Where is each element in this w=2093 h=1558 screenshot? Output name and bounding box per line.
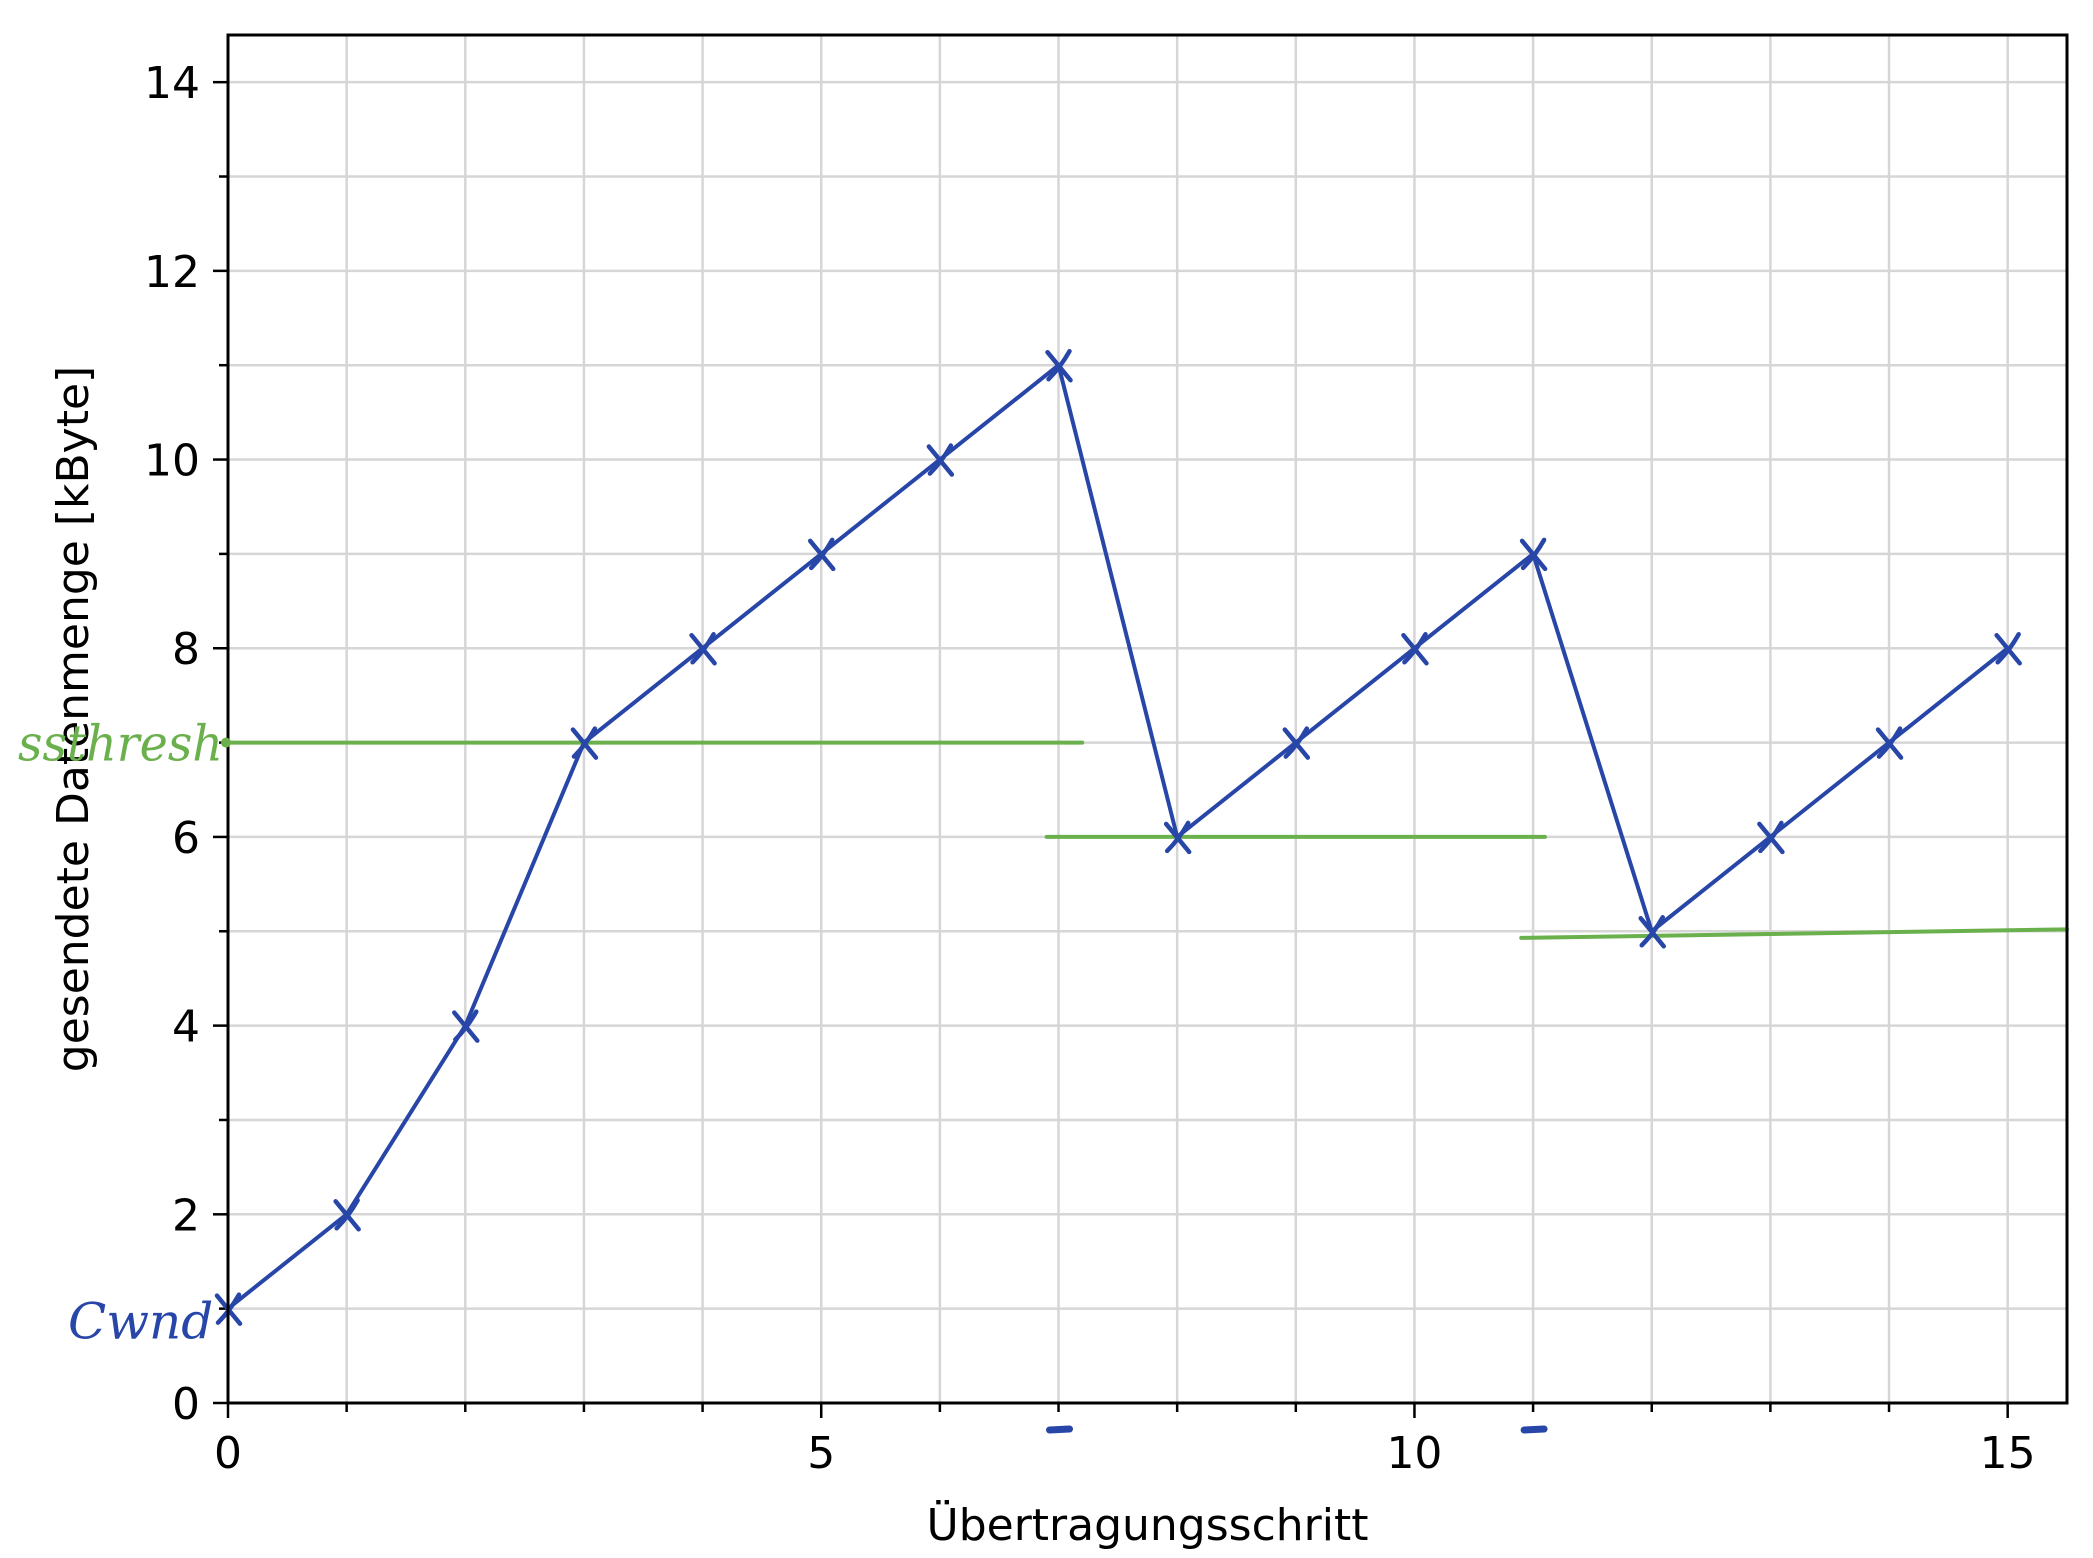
x-axis-mark [1046, 1425, 1074, 1434]
y-tick-label: 10 [144, 436, 200, 487]
data-point-marker [452, 1009, 480, 1043]
series-cwnd [226, 363, 2009, 1311]
marker-stroke [1758, 820, 1784, 854]
data-point-marker [1638, 915, 1666, 949]
data-point-marker [926, 443, 955, 477]
data-point-marker [689, 631, 717, 666]
marker-stroke [453, 1009, 479, 1042]
data-point-marker [807, 537, 836, 572]
marker-stroke [690, 631, 716, 665]
x-axis-label: Übertragungsschritt [927, 1499, 1369, 1551]
axis-ticks: 0 5 10 15 0 2 4 6 8 10 12 14 [144, 58, 2036, 1479]
x-tick-label: 5 [807, 1428, 835, 1479]
marker-stroke [1046, 348, 1072, 382]
data-point-marker [1875, 726, 1904, 760]
x-axis-marks [1046, 1425, 1548, 1434]
y-tick-label: 14 [144, 58, 200, 109]
y-axis-label: gesendete Datenmenge [kByte] [48, 366, 99, 1072]
data-point-marker [1045, 348, 1073, 383]
y-tick-label: 8 [172, 624, 200, 675]
plot-frame [226, 33, 2069, 1405]
marker-stroke [808, 537, 835, 571]
marker-stroke [571, 726, 598, 759]
x-tick-label: 10 [1386, 1428, 1442, 1479]
data-point-marker [1757, 820, 1785, 855]
data-markers [214, 348, 2022, 1326]
x-axis-mark [1520, 1425, 1548, 1434]
annotation-cwnd: Cwnd [68, 1293, 213, 1351]
data-point-marker [1282, 726, 1311, 760]
data-point-marker [1519, 537, 1548, 572]
y-tick-label: 2 [172, 1190, 200, 1241]
y-tick-label: 12 [144, 247, 200, 298]
marker-stroke [927, 443, 954, 476]
y-tick-label: 4 [172, 1002, 200, 1053]
marker-stroke [1520, 537, 1547, 571]
data-point-marker [570, 726, 599, 760]
y-tick-label: 6 [172, 813, 200, 864]
data-point-marker [1401, 631, 1429, 666]
marker-stroke [1164, 820, 1191, 854]
ssthresh-line [1519, 927, 2069, 940]
marker-stroke [1876, 726, 1903, 759]
annotation-ssthresh: ssthresh [18, 715, 223, 773]
data-point-marker [333, 1198, 361, 1232]
data-point-marker [1994, 631, 2022, 666]
marker-stroke [1995, 631, 2021, 665]
marker-stroke [1402, 631, 1428, 665]
y-tick-label: 0 [172, 1379, 200, 1430]
ssthresh-dot [221, 737, 231, 748]
x-tick-label: 0 [214, 1428, 242, 1479]
cwnd-line [226, 363, 2009, 1311]
marker-stroke [1283, 726, 1310, 759]
marker-stroke [334, 1198, 360, 1231]
data-point-marker [1163, 820, 1192, 855]
marker-stroke [1639, 915, 1665, 948]
x-tick-label: 15 [1980, 1428, 2036, 1479]
ssthresh-lines [226, 740, 2069, 940]
grid [226, 35, 2067, 1405]
